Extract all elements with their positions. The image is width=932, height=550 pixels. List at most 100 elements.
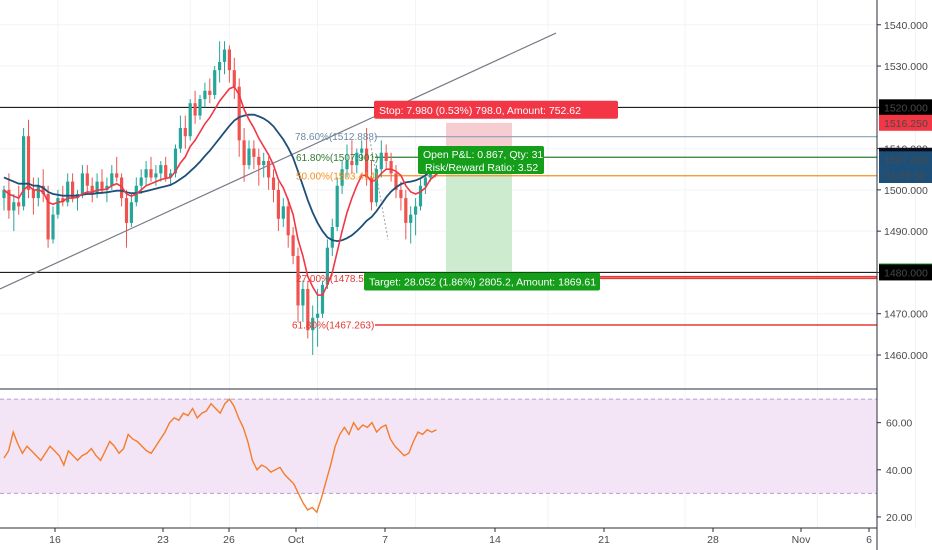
candle-body-42 (208, 90, 212, 95)
candle-body-22 (110, 173, 114, 186)
time-label-28: 28 (707, 534, 719, 546)
candle-body-13 (66, 181, 70, 203)
candle-body-2 (12, 202, 16, 211)
candle-body-9 (46, 194, 50, 240)
drawing-labels: 78.60%(1512.888) 61.80%(1507.901) 50.00%(1… (292, 100, 618, 331)
badge-text-6: 1480.000 (884, 267, 928, 279)
candle-body-71 (350, 160, 354, 166)
rsi-pane (0, 388, 877, 529)
candle-body-82 (404, 198, 408, 223)
rsi-tick-label-1: 40.00 (886, 465, 912, 477)
candle-body-63 (311, 317, 315, 331)
candle-body-76 (374, 169, 378, 203)
fib-label-1: 61.80%(1507.901) (296, 153, 378, 164)
candle-body-20 (100, 181, 104, 190)
candle-body-83 (409, 214, 413, 223)
ema-slow-line (3, 113, 441, 243)
candle-body-54 (267, 160, 271, 178)
candle-body-16 (80, 173, 84, 194)
price-tick-label-4: 1500.000 (884, 185, 928, 197)
candle-body-21 (105, 185, 109, 190)
candle-body-81 (399, 189, 403, 199)
candle-body-39 (193, 103, 197, 116)
candle-body-7 (36, 185, 40, 199)
candle-body-43 (213, 70, 217, 95)
candle-body-78 (384, 152, 388, 161)
price-tick-label-8: 1540.000 (884, 20, 928, 32)
candle-body-53 (262, 160, 266, 166)
candle-body-0 (2, 189, 6, 199)
candle-body-77 (379, 152, 383, 170)
candle-body-67 (330, 227, 334, 248)
candle-body-49 (242, 140, 246, 166)
ratio-label-text: Risk/Reward Ratio: 3.52 (425, 162, 538, 174)
price-tick-label-3: 1490.000 (884, 226, 928, 238)
target-label-text: Target: 28.052 (1.86%) 2805.2, Amount: 1… (369, 277, 596, 289)
candle-body-48 (237, 86, 241, 141)
candle-body-69 (340, 169, 344, 186)
candle-body-57 (281, 206, 285, 219)
trendline (0, 32, 557, 290)
fib-label-0: 78.60%(1512.888) (295, 132, 377, 143)
badge-box-1 (879, 114, 932, 131)
candle-body-6 (31, 189, 35, 199)
candle-body-64 (316, 313, 320, 318)
candle-body-37 (183, 127, 187, 137)
candle-body-10 (51, 214, 55, 240)
candle-body-72 (355, 152, 359, 166)
candle-body-33 (164, 165, 168, 178)
price-tick-label-0: 1460.000 (884, 350, 928, 362)
moving-averages (3, 85, 441, 296)
candle-body-56 (276, 189, 280, 219)
candle-body-32 (159, 165, 163, 174)
badge-box-3 (879, 151, 932, 168)
candle-body-52 (257, 156, 261, 166)
candle-body-36 (178, 127, 182, 149)
candle-body-41 (203, 90, 207, 100)
badge-box-0 (879, 99, 932, 116)
candle-body-34 (169, 173, 173, 178)
candle-body-74 (365, 148, 369, 178)
price-tick-label-1: 1470.000 (884, 309, 928, 321)
candle-body-8 (41, 185, 45, 194)
candle-body-25 (124, 198, 129, 223)
candle-body-23 (115, 173, 119, 178)
candle-body-84 (414, 206, 418, 215)
candle-body-28 (139, 177, 143, 186)
price-badges: 1520.0001516.2501508.2701507.40301:49:30… (879, 99, 932, 281)
candle-body-40 (198, 99, 202, 116)
fib-label-3: 27.00%(1478.572) (296, 274, 378, 285)
candle-body-30 (149, 169, 153, 178)
rsi-tick-label-0: 20.00 (886, 512, 912, 524)
candle-body-5 (26, 136, 31, 190)
position-zones (446, 122, 512, 272)
candle-body-68 (335, 185, 339, 228)
time-label-16: 16 (49, 534, 61, 546)
candle-body-61 (301, 288, 305, 306)
target-label-box (364, 272, 600, 291)
time-label-21: 21 (598, 534, 610, 546)
candle-body-46 (227, 49, 231, 71)
candle-body-11 (56, 198, 60, 215)
candlestick-series (2, 41, 442, 355)
time-label-Oct: Oct (288, 534, 304, 546)
candle-body-44 (218, 61, 222, 71)
candle-body-70 (345, 160, 349, 170)
candle-body-26 (129, 202, 133, 223)
stop-label-text: Stop: 7.980 (0.53%) 798.0, Amount: 752.6… (379, 105, 581, 117)
candle-body-58 (286, 206, 290, 236)
candle-body-3 (17, 202, 21, 207)
candle-body-73 (360, 148, 364, 153)
pnl-label-box (418, 146, 544, 174)
stop-label-box (374, 100, 618, 119)
badge-box-6 (879, 264, 932, 281)
candle-body-79 (389, 160, 393, 174)
candle-body-45 (222, 49, 227, 62)
candle-body-35 (173, 148, 178, 174)
candle-body-19 (95, 181, 99, 194)
candle-body-50 (247, 148, 251, 166)
time-label-6: 6 (866, 534, 872, 546)
candle-body-38 (188, 103, 192, 137)
candle-body-12 (61, 198, 65, 203)
